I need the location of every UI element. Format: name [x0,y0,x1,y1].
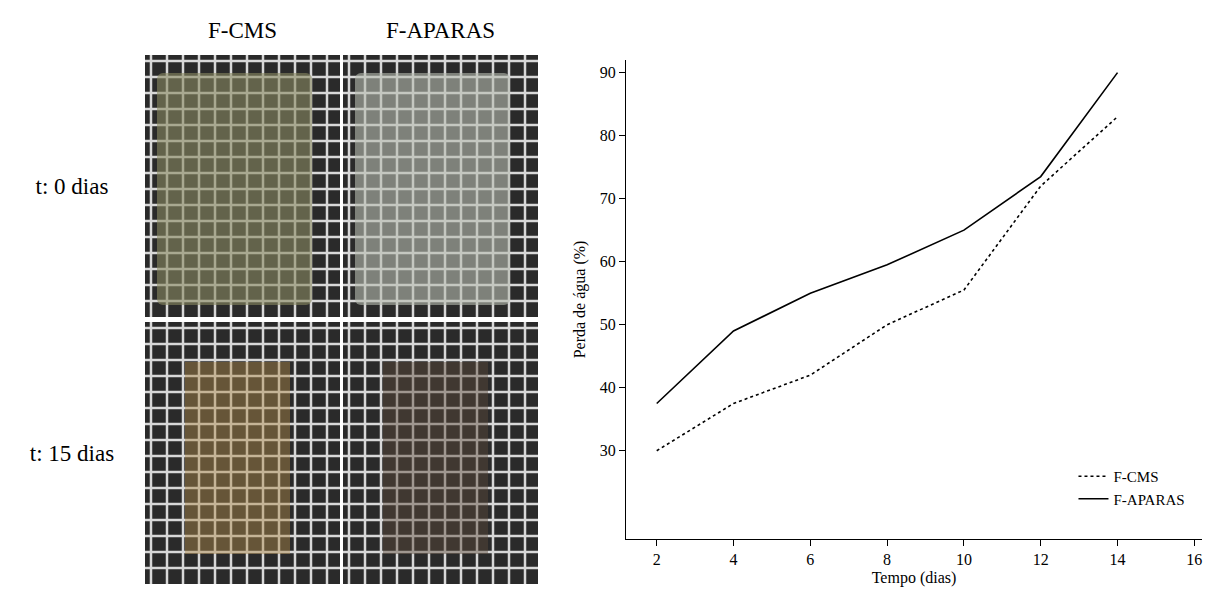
svg-text:8: 8 [883,551,891,568]
svg-text:12: 12 [1033,551,1049,568]
svg-text:50: 50 [600,316,616,333]
svg-text:F-CMS: F-CMS [208,18,277,43]
svg-text:4: 4 [730,551,738,568]
svg-text:10: 10 [956,551,972,568]
svg-text:F-APARAS: F-APARAS [386,18,495,43]
svg-text:80: 80 [600,127,616,144]
svg-text:Perda de água (%): Perda de água (%) [571,241,589,359]
svg-text:F-APARAS: F-APARAS [1113,492,1184,508]
svg-text:Tempo (dias): Tempo (dias) [872,569,957,587]
svg-text:14: 14 [1110,551,1126,568]
svg-text:30: 30 [600,442,616,459]
svg-text:40: 40 [600,379,616,396]
svg-text:90: 90 [600,64,616,81]
svg-text:t: 15 dias: t: 15 dias [30,441,114,466]
svg-text:F-CMS: F-CMS [1113,469,1158,485]
svg-text:6: 6 [806,551,814,568]
svg-text:t: 0 dias: t: 0 dias [36,174,109,199]
svg-text:70: 70 [600,190,616,207]
svg-text:60: 60 [600,253,616,270]
svg-text:16: 16 [1186,551,1202,568]
svg-text:2: 2 [653,551,661,568]
